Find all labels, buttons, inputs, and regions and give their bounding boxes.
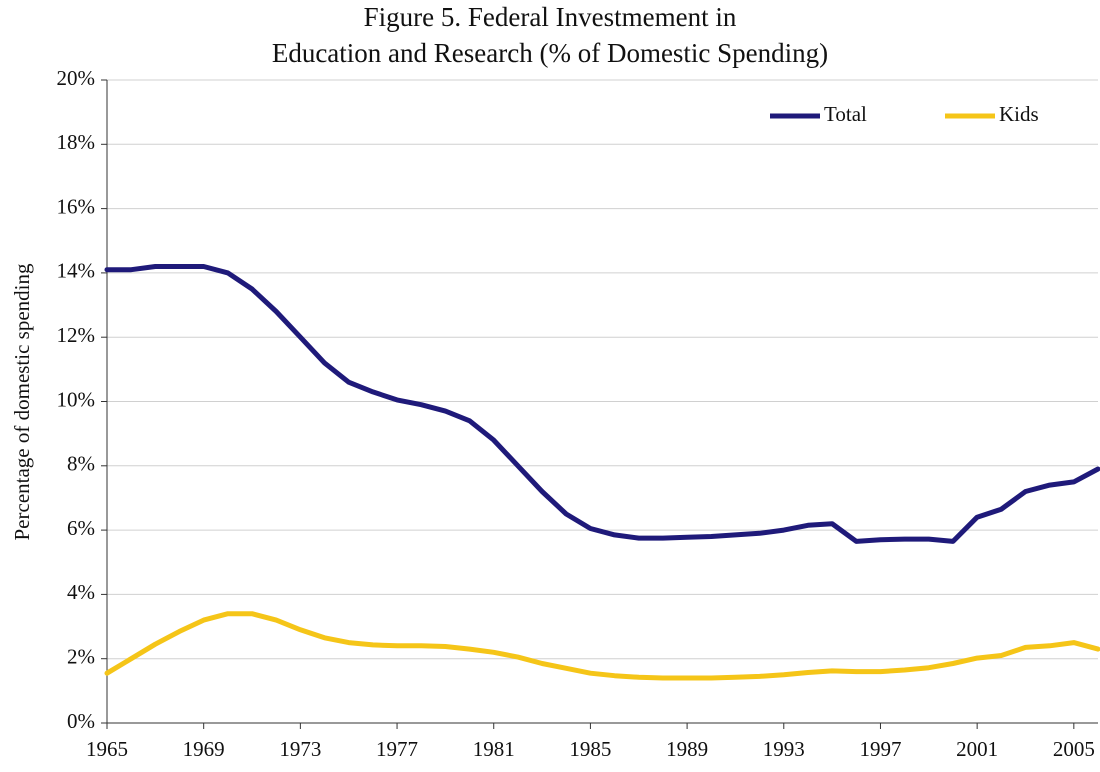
x-tick-label: 1993 bbox=[763, 737, 805, 761]
y-tick-label: 10% bbox=[57, 387, 96, 411]
y-tick-label: 2% bbox=[67, 645, 95, 669]
y-tick-label: 18% bbox=[57, 130, 96, 154]
x-tick-label: 1973 bbox=[279, 737, 321, 761]
x-tick-label: 1989 bbox=[666, 737, 708, 761]
legend-label: Kids bbox=[999, 102, 1039, 126]
x-tick-label: 1969 bbox=[183, 737, 225, 761]
y-tick-label: 0% bbox=[67, 709, 95, 733]
x-tick-label: 2005 bbox=[1053, 737, 1095, 761]
y-tick-label: 8% bbox=[67, 452, 95, 476]
chart-title: Figure 5. Federal Investmement in bbox=[364, 2, 737, 32]
y-tick-label: 16% bbox=[57, 194, 96, 218]
x-tick-label: 1981 bbox=[473, 737, 515, 761]
x-tick-label: 2001 bbox=[956, 737, 998, 761]
y-tick-label: 12% bbox=[57, 323, 96, 347]
y-tick-label: 6% bbox=[67, 516, 95, 540]
x-tick-label: 1977 bbox=[376, 737, 418, 761]
x-tick-label: 1997 bbox=[859, 737, 901, 761]
x-tick-label: 1985 bbox=[569, 737, 611, 761]
y-tick-label: 20% bbox=[57, 66, 96, 90]
y-axis-label: Percentage of domestic spending bbox=[10, 263, 34, 540]
chart-title: Education and Research (% of Domestic Sp… bbox=[272, 38, 828, 68]
y-tick-label: 4% bbox=[67, 580, 95, 604]
legend-label: Total bbox=[824, 102, 867, 126]
line-series bbox=[104, 611, 1100, 681]
y-tick-label: 14% bbox=[57, 259, 96, 283]
line-series bbox=[104, 264, 1100, 544]
x-tick-label: 1965 bbox=[86, 737, 128, 761]
